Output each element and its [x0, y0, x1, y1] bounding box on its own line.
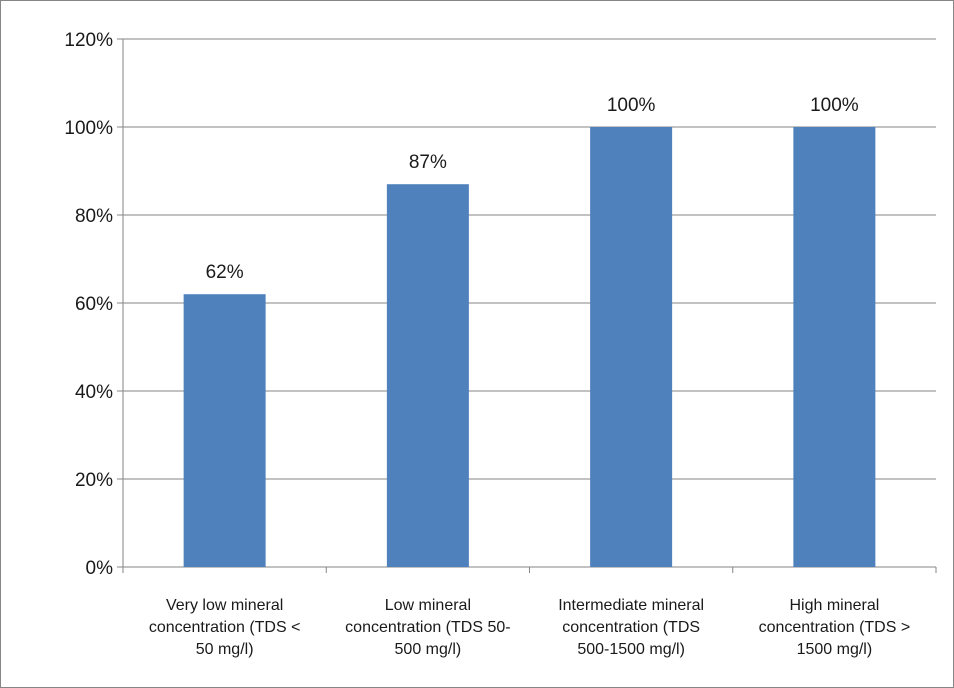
x-category-label-line: 500-1500 mg/l)	[577, 641, 685, 658]
x-category-label-line: concentration (TDS >	[759, 619, 911, 636]
bars	[183, 127, 876, 567]
y-tick-label: 80%	[75, 206, 113, 227]
x-category-labels: Very low mineral concentration (TDS < 50 m…	[149, 597, 910, 658]
x-category-label-line: 1500 mg/l)	[797, 641, 873, 658]
x-category-label: Very low mineral concentration (TDS < 50 m…	[149, 597, 301, 658]
x-category-label: Intermediate mineral concentration (TDS 50…	[558, 597, 704, 658]
x-category-label-line: concentration (TDS <	[149, 619, 301, 636]
bar	[386, 184, 469, 567]
y-tick-label: 40%	[75, 382, 113, 403]
x-category-label-line: 50 mg/l)	[196, 641, 254, 658]
x-category-label: Low mineral concentration (TDS 50- 500 mg/…	[345, 597, 510, 658]
x-category-label-line: 500 mg/l)	[395, 641, 462, 658]
bar	[793, 127, 876, 567]
y-tick-label: 0%	[86, 558, 114, 579]
x-category-label: High mineral concentration (TDS > 1500 mg/…	[759, 597, 911, 658]
bar	[183, 294, 266, 567]
y-tick-label: 100%	[64, 118, 113, 139]
x-category-label-line: concentration (TDS	[562, 619, 700, 636]
bar	[590, 127, 673, 567]
data-labels: 62% 87% 100% 100%	[206, 95, 859, 283]
data-label: 62%	[206, 262, 244, 283]
x-category-label-line: Intermediate mineral	[558, 597, 704, 614]
x-category-label-line: concentration (TDS 50-	[345, 619, 510, 636]
x-category-label-line: Low mineral	[385, 597, 471, 614]
y-tick-label: 120%	[64, 30, 113, 51]
x-category-label-line: Very low mineral	[166, 597, 283, 614]
y-tick-labels: 0% 20% 40% 60% 80% 100% 120%	[64, 30, 113, 579]
data-label: 100%	[607, 95, 656, 116]
x-category-label-line: High mineral	[789, 597, 879, 614]
data-label: 87%	[409, 152, 447, 173]
data-label: 100%	[810, 95, 859, 116]
y-tick-label: 20%	[75, 470, 113, 491]
y-tick-label: 60%	[75, 294, 113, 315]
